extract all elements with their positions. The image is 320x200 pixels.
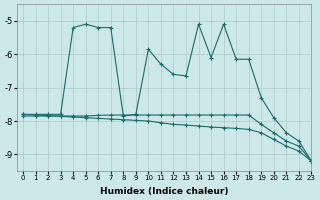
X-axis label: Humidex (Indice chaleur): Humidex (Indice chaleur) xyxy=(100,187,228,196)
